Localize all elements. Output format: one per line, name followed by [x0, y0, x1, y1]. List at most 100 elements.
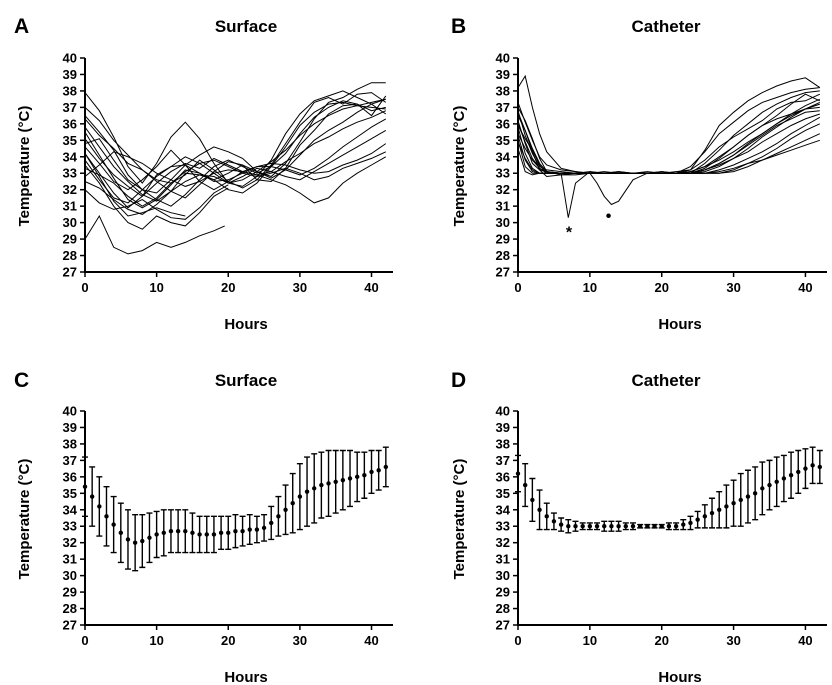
- y-tick-label: 39: [496, 420, 510, 435]
- mean-point: [118, 530, 124, 536]
- mean-point: [558, 522, 564, 527]
- y-tick-label: 39: [496, 67, 510, 82]
- y-tick-label: 37: [63, 100, 77, 115]
- y-tick-label: 34: [496, 502, 511, 517]
- series-line: [84, 151, 387, 204]
- mean-point: [796, 469, 801, 475]
- y-tick-label: 40: [496, 51, 510, 66]
- y-tick-label: 37: [496, 100, 510, 115]
- mean-point: [602, 524, 607, 529]
- y-tick-label: 31: [496, 199, 510, 214]
- mean-point: [731, 500, 736, 506]
- y-tick-label: 29: [63, 232, 77, 247]
- mean-point: [326, 481, 331, 486]
- y-tick-label: 37: [496, 453, 510, 468]
- series-line: [84, 143, 387, 204]
- y-tick-label: 32: [496, 182, 510, 197]
- series-line: [84, 98, 386, 215]
- y-tick-label: 30: [63, 568, 77, 583]
- x-tick-label: 20: [221, 280, 235, 295]
- mean-point: [580, 524, 585, 529]
- y-tick-label: 28: [496, 601, 510, 616]
- y-tick-label: 38: [496, 436, 510, 451]
- y-tick-label: 33: [63, 519, 77, 534]
- mean-point: [681, 522, 686, 527]
- y-tick-label: 39: [63, 67, 77, 82]
- mean-point: [218, 530, 224, 536]
- mean-point: [803, 466, 808, 471]
- series-line: [84, 100, 386, 207]
- x-tick-label: 40: [798, 280, 812, 295]
- x-axis-label: Hours: [224, 316, 267, 333]
- mean-point: [168, 528, 174, 534]
- mean-point: [630, 524, 636, 529]
- y-axis-label: Temperature (°C): [451, 459, 468, 580]
- y-tick-label: 27: [63, 265, 77, 280]
- mean-point: [530, 497, 535, 503]
- mean-point: [515, 471, 521, 476]
- mean-point: [333, 479, 338, 484]
- y-tick-label: 30: [496, 568, 510, 583]
- panel-letter: D: [451, 369, 466, 392]
- y-tick-label: 32: [63, 535, 77, 550]
- y-tick-label: 27: [63, 618, 77, 633]
- series-line: [517, 103, 820, 174]
- mean-point: [738, 497, 743, 503]
- annotation-marker: •: [606, 208, 612, 225]
- mean-point: [637, 524, 643, 529]
- x-tick-label: 0: [514, 280, 521, 295]
- y-tick-label: 37: [63, 453, 77, 468]
- series-line: [84, 95, 387, 199]
- mean-point: [587, 524, 593, 529]
- y-tick-label: 30: [63, 215, 77, 230]
- y-tick-label: 36: [63, 116, 77, 131]
- mean-point: [702, 514, 708, 519]
- series-line: [84, 214, 225, 255]
- mean-point: [140, 538, 145, 544]
- mean-point: [673, 524, 679, 529]
- y-tick-label: 27: [496, 618, 510, 633]
- y-tick-label: 29: [63, 585, 77, 600]
- mean-point: [226, 530, 231, 536]
- mean-point: [125, 537, 131, 542]
- y-axis-label: Temperature (°C): [451, 106, 468, 227]
- x-tick-label: 40: [798, 633, 812, 648]
- mean-point: [211, 532, 217, 537]
- mean-point: [161, 530, 166, 536]
- mean-point: [154, 532, 159, 537]
- mean-point: [695, 517, 700, 522]
- mean-point: [810, 463, 815, 468]
- mean-point: [175, 528, 181, 534]
- mean-point: [724, 504, 729, 509]
- y-tick-label: 39: [63, 420, 77, 435]
- mean-point: [190, 530, 195, 536]
- x-tick-label: 0: [81, 633, 88, 648]
- mean-point: [347, 476, 353, 481]
- mean-point: [573, 524, 578, 529]
- mean-point: [290, 500, 295, 506]
- mean-point: [383, 464, 389, 470]
- y-tick-label: 36: [63, 469, 77, 484]
- series-line: [517, 87, 820, 174]
- mean-point: [104, 514, 109, 519]
- mean-point: [254, 527, 260, 532]
- mean-point: [276, 514, 281, 519]
- y-tick-label: 32: [496, 535, 510, 550]
- series-line: [517, 93, 821, 174]
- mean-point: [522, 482, 528, 488]
- mean-point: [645, 524, 650, 529]
- series-line: [84, 110, 387, 197]
- series-line: [84, 184, 229, 220]
- x-tick-label: 40: [364, 280, 378, 295]
- y-tick-label: 27: [496, 265, 510, 280]
- mean-point: [97, 504, 102, 509]
- y-tick-label: 40: [63, 404, 77, 419]
- panel-b: B Catheter Temperature (°C) Hours 27 2829…: [451, 15, 827, 333]
- series-line: [84, 101, 386, 202]
- mean-point: [788, 473, 794, 478]
- mean-point: [261, 525, 267, 531]
- x-tick-label: 40: [364, 633, 378, 648]
- series-line: [517, 74, 821, 174]
- mean-point: [183, 528, 188, 534]
